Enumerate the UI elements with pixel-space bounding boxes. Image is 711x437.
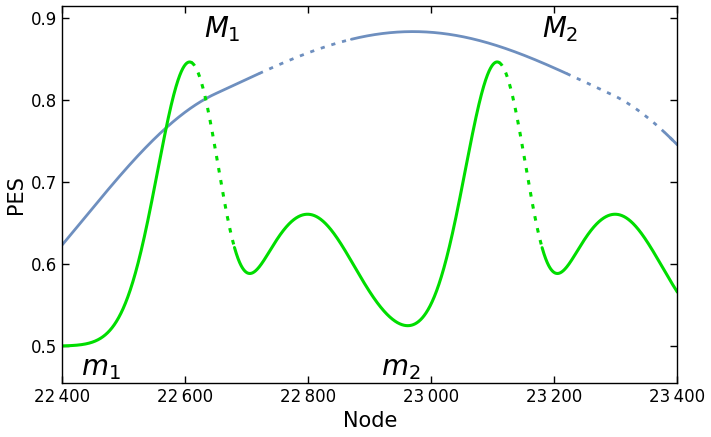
Text: $M_2$: $M_2$ [542,14,579,44]
Text: $m_1$: $m_1$ [80,354,120,382]
Y-axis label: PES: PES [6,175,26,214]
X-axis label: Node: Node [343,412,397,431]
Text: $m_2$: $m_2$ [381,354,420,382]
Text: $M_1$: $M_1$ [204,14,240,44]
